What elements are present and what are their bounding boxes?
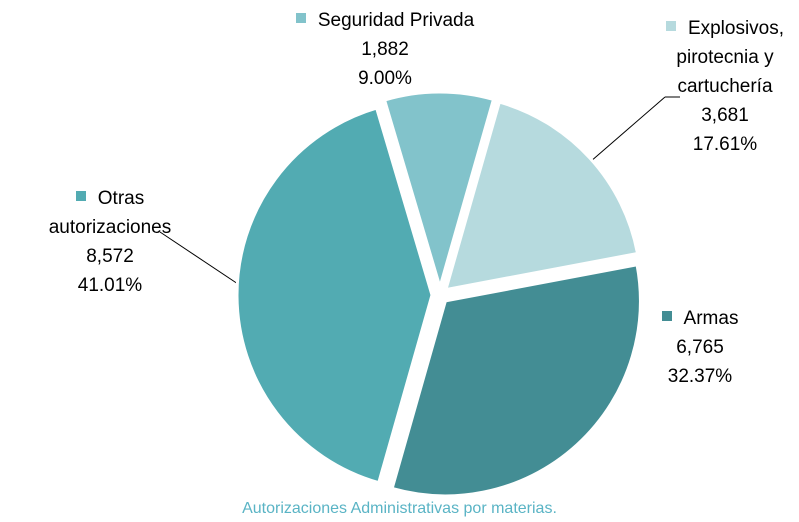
label-name-line: Armas <box>620 304 780 333</box>
value-label: 6,765 <box>676 337 724 358</box>
category-label: Explosivos, pirotecnia y cartuchería <box>676 18 785 97</box>
leader-line <box>589 96 666 163</box>
legend-marker <box>665 21 676 31</box>
legend-marker <box>75 191 86 201</box>
pie-slice <box>443 100 640 292</box>
data-label: Otras autorizaciones 8,572 41.01% <box>30 184 190 300</box>
legend-marker <box>661 311 672 321</box>
data-label: Seguridad Privada 1,882 9.00% <box>270 6 500 93</box>
category-label: Seguridad Privada <box>317 10 475 31</box>
percent-label: 32.37% <box>667 366 733 387</box>
data-label: Armas 6,765 32.37% <box>620 304 780 391</box>
pie-slice <box>390 263 642 498</box>
pie-slice <box>382 90 496 293</box>
chart-title: Autorizaciones Administrativas por mater… <box>242 500 557 517</box>
leader-line <box>159 231 248 291</box>
value-label: 8,572 <box>86 246 134 267</box>
percent-label: 41.01% <box>77 275 143 296</box>
percent-label: 17.61% <box>692 134 758 155</box>
label-name-line: Seguridad Privada <box>270 6 500 35</box>
data-label: Explosivos, pirotecnia y cartuchería 3,68… <box>645 14 799 159</box>
category-label: Otras autorizaciones <box>48 188 172 238</box>
value-label: 3,681 <box>701 105 749 126</box>
category-label: Armas <box>683 308 739 329</box>
value-label: 1,882 <box>361 39 409 60</box>
label-name-line: Explosivos, pirotecnia y cartuchería <box>645 14 799 101</box>
legend-marker <box>295 13 306 23</box>
percent-label: 9.00% <box>358 68 412 89</box>
label-name-line: Otras autorizaciones <box>30 184 190 242</box>
pie-slice <box>235 106 434 485</box>
